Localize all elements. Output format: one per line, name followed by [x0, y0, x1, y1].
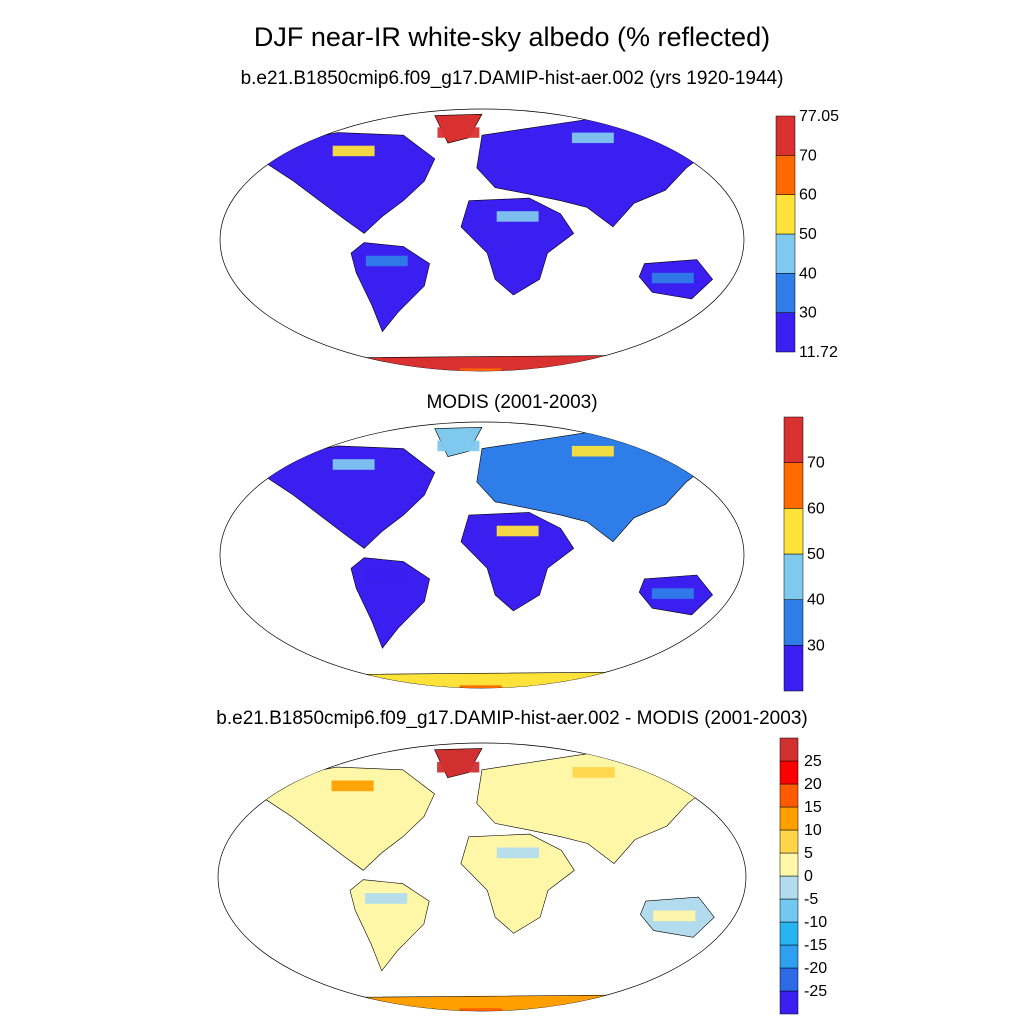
region-patch-greenland — [437, 127, 480, 138]
colorbar-swatch — [775, 312, 796, 353]
region-patch-eurasia — [571, 132, 614, 144]
region-patch-namerica — [332, 459, 375, 470]
colorbar-swatch — [779, 760, 799, 785]
colorbar-swatch — [783, 462, 804, 509]
region-patch-antarctica — [459, 368, 502, 371]
region-patch-eurasia — [571, 445, 614, 457]
region-patch-samerica — [365, 571, 408, 582]
region-patch-africa — [496, 525, 539, 537]
colorbar-tick-label: 60 — [799, 187, 817, 204]
colorbar-tick-label: 70 — [799, 147, 817, 164]
colorbar-swatch — [783, 645, 804, 692]
map-panel-1 — [219, 108, 745, 372]
region-patch-eurasia — [572, 767, 615, 778]
colorbar-tick-label: -10 — [804, 914, 827, 931]
region-patch-australia — [653, 910, 696, 922]
region-patch-antarctica — [459, 685, 502, 688]
region-patch-samerica — [365, 255, 408, 267]
colorbar-tick-label: 0 — [804, 868, 813, 885]
colorbar-tick-label: 70 — [807, 455, 825, 472]
colorbar-tick-label: 60 — [807, 500, 825, 517]
region-patch-namerica — [332, 145, 375, 157]
continent-africa — [460, 197, 575, 296]
region-patch-greenland — [437, 440, 480, 452]
colorbar-swatch — [775, 115, 796, 156]
panel-2-title: MODIS (2001-2003) — [426, 392, 598, 413]
panel-1-title: b.e21.B1850cmip6.f09_g17.DAMIP-hist-aer.… — [240, 68, 784, 89]
colorbar-swatch — [775, 155, 796, 195]
colorbar-swatch — [783, 508, 804, 555]
region-patch-namerica — [331, 780, 374, 792]
region-patch-australia — [651, 588, 694, 599]
map-panel-2 — [219, 421, 745, 689]
colorbar-swatch — [775, 233, 796, 274]
colorbar-swatch — [783, 416, 804, 463]
colorbar-1: 11.72 30 40 50 60 70 77.05 — [775, 108, 839, 361]
colorbar-swatch — [779, 944, 799, 969]
colorbar-tick-label: -20 — [804, 960, 827, 977]
colorbar-swatch — [779, 852, 799, 877]
colorbar-tick-label: -5 — [804, 891, 818, 908]
colorbar-swatch — [779, 898, 799, 923]
colorbar-tick-label: 50 — [799, 226, 817, 243]
colorbar-tick-label: 40 — [799, 265, 817, 282]
colorbar-tick-label: 30 — [807, 637, 825, 654]
continent-namerica — [266, 132, 436, 234]
colorbar-tick-label: 25 — [804, 753, 822, 770]
panel-3-title: b.e21.B1850cmip6.f09_g17.DAMIP-hist-aer.… — [216, 708, 808, 729]
land-layer — [266, 426, 714, 688]
region-patch-africa — [496, 211, 539, 222]
colorbar-tick-label: 11.72 — [799, 344, 838, 361]
colorbar-tick-label: 40 — [807, 592, 825, 609]
continent-africa — [460, 833, 575, 934]
map-panel-3 — [217, 742, 747, 1012]
region-patch-antarctica — [459, 1008, 502, 1011]
colorbar-tick-label: 50 — [807, 546, 825, 563]
colorbar-swatch — [779, 875, 799, 900]
colorbar-swatch — [783, 553, 804, 600]
region-patch-africa — [496, 847, 539, 859]
colorbar-swatch — [779, 737, 799, 762]
continent-africa — [460, 512, 575, 612]
colorbar-tick-label: 10 — [804, 822, 822, 839]
colorbar-swatch — [779, 829, 799, 854]
figure-title: DJF near-IR white-sky albedo (% reflecte… — [253, 22, 771, 52]
colorbar-2: 30 40 50 60 70 — [783, 416, 825, 692]
colorbar-swatch — [783, 599, 804, 646]
region-patch-greenland — [437, 761, 480, 773]
colorbar-3: 25 20 15 10 5 0 -5 -10 -15 -20 -25 — [779, 737, 827, 1015]
colorbar-tick-label: 5 — [804, 845, 813, 862]
colorbar-swatch — [775, 194, 796, 235]
colorbar-tick-label: 77.05 — [799, 108, 839, 125]
colorbar-tick-label: -25 — [804, 983, 827, 1000]
colorbar-swatch — [779, 806, 799, 831]
colorbar-swatch — [775, 273, 796, 313]
land-layer — [266, 113, 714, 371]
colorbar-tick-label: -15 — [804, 937, 827, 954]
colorbar-swatch — [779, 783, 799, 808]
colorbar-swatch — [779, 990, 799, 1015]
colorbar-tick-label: 20 — [804, 776, 822, 793]
continent-namerica — [266, 445, 436, 549]
colorbar-swatch — [779, 967, 799, 992]
continent-namerica — [265, 766, 435, 871]
colorbar-swatch — [779, 921, 799, 946]
colorbar-tick-label: 30 — [799, 305, 817, 322]
region-patch-australia — [651, 272, 694, 284]
region-patch-samerica — [365, 893, 408, 904]
land-layer — [265, 748, 715, 1011]
colorbar-tick-label: 15 — [804, 799, 822, 816]
